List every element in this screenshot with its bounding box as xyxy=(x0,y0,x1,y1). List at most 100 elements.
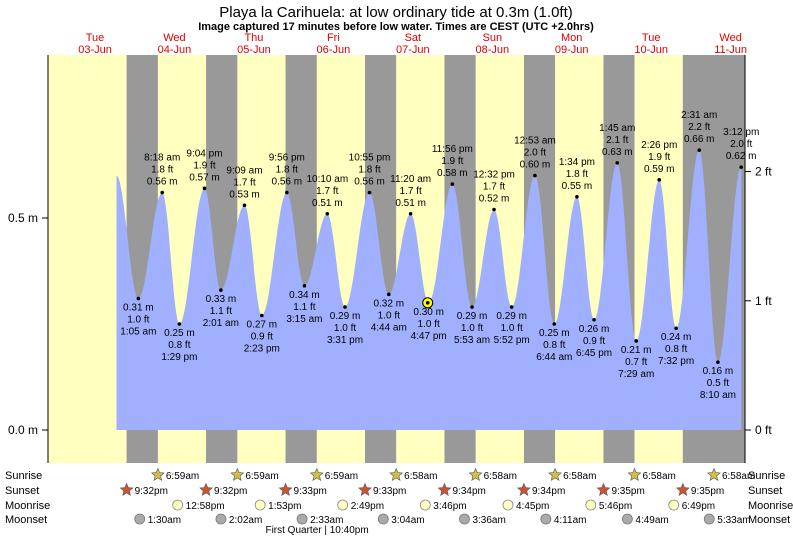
sunset-icon xyxy=(517,482,531,496)
tide-point xyxy=(325,211,330,216)
moon-phase-label: First Quarter | 10:40pm xyxy=(265,525,368,536)
tide-point xyxy=(470,305,474,309)
moonset-time: 4:11am xyxy=(554,515,587,526)
moonset-icon xyxy=(703,513,715,525)
tide-ft-label: 0.8 ft xyxy=(168,340,190,351)
tide-ft-label: 0.7 ft xyxy=(625,357,647,368)
tide-ft-label: 1.9 ft xyxy=(193,160,215,171)
sunrise-row-label-left: Sunrise xyxy=(5,470,42,482)
sunrise-time: 6:58am xyxy=(722,471,755,482)
sunset-icon xyxy=(675,482,690,496)
tide-m-label: 0.34 m xyxy=(289,290,320,301)
sunrise-time: 6:58am xyxy=(563,471,596,482)
tide-point xyxy=(408,211,413,216)
sunrise-icon xyxy=(468,467,483,481)
sunset-icon xyxy=(358,482,372,496)
sunset-time: 9:35pm xyxy=(611,486,644,497)
tide-ft-label: 1.9 ft xyxy=(441,156,463,167)
tide-m-label: 0.56 m xyxy=(147,177,178,188)
tide-ft-label: 0.8 ft xyxy=(665,344,687,355)
tide-ft-label: 1.7 ft xyxy=(316,186,338,197)
moonrise-time: 5:46pm xyxy=(599,501,632,512)
tide-time-label: 7:32 pm xyxy=(658,356,694,367)
tide-point xyxy=(739,165,744,169)
tide-area xyxy=(116,150,742,430)
sunrise-icon xyxy=(309,467,324,481)
axes: 0.0 m 0.5 m 0 ft 1 ft 2 ft xyxy=(8,55,772,463)
tide-ft-label: 1.7 ft xyxy=(233,177,255,188)
tide-ft-label: 0.9 ft xyxy=(251,332,273,343)
tide-time-label: 5:53 am xyxy=(454,335,490,346)
tide-point xyxy=(634,339,639,343)
tide-point xyxy=(509,305,514,309)
tide-m-label: 0.56 m xyxy=(272,177,303,188)
tide-m-label: 0.32 m xyxy=(373,298,404,309)
tide-ft-label: 1.0 ft xyxy=(461,323,483,334)
tide-point xyxy=(697,148,702,152)
tide-point xyxy=(592,317,596,322)
tide-m-label: 0.52 m xyxy=(479,194,510,205)
moonrise-time: 3:46pm xyxy=(433,501,466,512)
tide-m-label: 0.66 m xyxy=(684,134,715,145)
moonset-time: 2:02am xyxy=(229,515,262,526)
tide-time-label: 3:12 pm xyxy=(723,127,759,138)
day-date: 05-Jun xyxy=(237,44,271,56)
tide-m-label: 0.29 m xyxy=(330,311,361,322)
sunset-icon xyxy=(278,482,293,496)
sunset-icon xyxy=(199,482,213,496)
tide-ft-label: 1.8 ft xyxy=(151,165,173,176)
day-date: 10-Jun xyxy=(634,44,668,56)
tide-m-label: 0.29 m xyxy=(496,311,527,322)
tide-m-label: 0.30 m xyxy=(413,307,444,318)
tide-m-label: 0.63 m xyxy=(602,147,633,158)
tide-time-label: 5:52 pm xyxy=(494,335,530,346)
day-headers: Tue03-JunWed04-JunThu05-JunFri06-JunSat0… xyxy=(78,32,747,56)
chart-subtitle: Image captured 17 minutes before low wat… xyxy=(198,21,594,33)
tide-point xyxy=(160,190,165,195)
tide-ft-label: 1.0 ft xyxy=(501,323,523,334)
moonrise-icon xyxy=(337,499,349,511)
tide-time-label: 6:45 pm xyxy=(576,348,612,359)
tide-point xyxy=(716,360,720,364)
tide-point xyxy=(674,326,678,331)
moonset-icon xyxy=(540,513,552,525)
tide-ft-label: 1.7 ft xyxy=(399,186,421,197)
moonrise-icon xyxy=(172,499,184,511)
tide-time-label: 2:31 am xyxy=(681,110,717,121)
sunset-time: 9:33pm xyxy=(373,486,406,497)
tide-time-label: 1:05 am xyxy=(120,327,156,338)
tide-ft-label: 1.0 ft xyxy=(418,319,440,330)
tide-ft-label: 1.0 ft xyxy=(334,323,356,334)
moonset-icon xyxy=(134,513,146,525)
tide-point xyxy=(552,322,557,326)
tide-point xyxy=(450,182,455,186)
moonrise-icon xyxy=(668,499,680,511)
tide-m-label: 0.59 m xyxy=(644,164,675,175)
moonrise-time: 6:49pm xyxy=(682,501,715,512)
moonrise-row-label-left: Moonrise xyxy=(5,500,50,512)
left-tick-label: 0.0 m xyxy=(8,423,38,437)
moonset-time: 5:33am xyxy=(717,515,750,526)
tide-ft-label: 1.7 ft xyxy=(483,182,505,193)
moonset-icon xyxy=(296,513,308,525)
tide-m-label: 0.57 m xyxy=(189,172,220,183)
sunrise-icon xyxy=(707,467,721,481)
sunrise-time: 6:59am xyxy=(166,471,199,482)
moonset-icon xyxy=(621,513,633,525)
tide-point xyxy=(219,288,223,292)
tide-ft-label: 2.0 ft xyxy=(524,148,546,159)
day-name: Tue xyxy=(86,32,105,44)
tide-m-label: 0.33 m xyxy=(206,294,237,305)
tide-time-label: 3:31 pm xyxy=(327,335,363,346)
tide-time-label: 1:29 pm xyxy=(161,352,197,363)
moonset-time: 1:30am xyxy=(148,515,181,526)
day-name: Wed xyxy=(719,32,741,44)
sunset-time: 9:34pm xyxy=(452,486,485,497)
sunset-time: 9:34pm xyxy=(532,486,565,497)
tide-point xyxy=(177,322,182,326)
day-date: 07-Jun xyxy=(396,44,430,56)
day-name: Tue xyxy=(642,32,661,44)
tide-time-label: 2:26 pm xyxy=(641,140,677,151)
moonset-time: 4:49am xyxy=(635,515,668,526)
